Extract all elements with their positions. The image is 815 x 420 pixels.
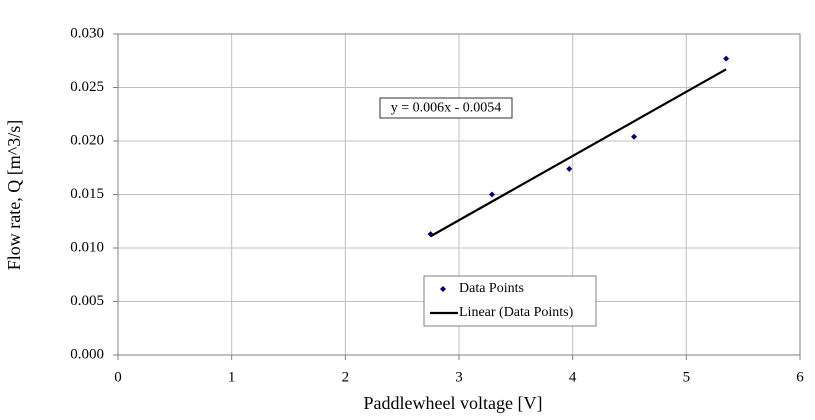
legend: Data Points Linear (Data Points) xyxy=(423,275,597,327)
legend-marker xyxy=(440,286,446,292)
plot-border xyxy=(117,33,801,356)
legend-label: Data Points xyxy=(459,281,524,296)
annotation: y = 0.006x - 0.0054 xyxy=(379,97,513,119)
y-tick-label: 0.025 xyxy=(70,79,104,95)
data-point xyxy=(723,55,730,62)
x-tick-label: 5 xyxy=(683,369,691,385)
trendline xyxy=(430,68,727,238)
y-tick-label: 0.000 xyxy=(70,346,104,362)
x-tick-label: 3 xyxy=(455,369,463,385)
legend-label: Linear (Data Points) xyxy=(459,305,574,320)
data-point xyxy=(488,191,495,198)
annotation-text: y = 0.006x - 0.0054 xyxy=(391,101,502,116)
x-axis-label: Paddlewheel voltage [V] xyxy=(364,393,543,413)
y-tick-label: 0.030 xyxy=(70,25,104,41)
x-tick-label: 6 xyxy=(796,369,804,385)
x-tick-label: 2 xyxy=(342,369,350,385)
y-tick-label: 0.005 xyxy=(70,293,104,309)
data-point xyxy=(631,133,638,140)
legend-box xyxy=(423,275,597,327)
x-tick-label: 1 xyxy=(228,369,236,385)
y-tick-label: 0.015 xyxy=(70,186,104,202)
y-tick-label: 0.020 xyxy=(70,132,104,148)
y-tick-label: 0.010 xyxy=(70,239,104,255)
data-point xyxy=(566,165,573,172)
annotation-box xyxy=(379,97,513,119)
x-tick-label: 0 xyxy=(114,369,122,385)
x-tick-label: 4 xyxy=(569,369,577,385)
y-axis-label: Flow rate, Q [m^3/s] xyxy=(4,120,24,270)
